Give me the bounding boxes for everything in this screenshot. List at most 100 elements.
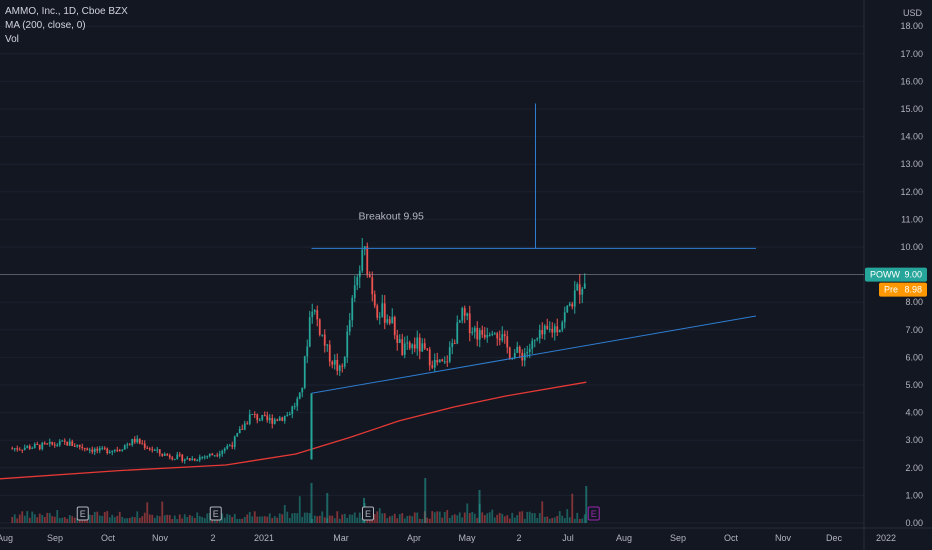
legend-symbol[interactable]: AMMO, Inc., 1D, Cboe BZX — [5, 6, 128, 17]
candle-body — [46, 443, 49, 445]
candle-body — [51, 441, 54, 445]
support-trendline[interactable] — [311, 315, 757, 394]
candle-body — [48, 441, 51, 444]
volume-bar — [428, 518, 431, 523]
volume-bar — [251, 516, 254, 523]
candle-body — [261, 414, 264, 420]
candle-body — [296, 398, 299, 407]
candle-body — [311, 311, 314, 318]
earnings-marker[interactable] — [209, 506, 222, 521]
time-axis-label: 2022 — [876, 533, 896, 543]
candle-body — [78, 444, 81, 447]
candle-body — [483, 334, 486, 338]
candle-body — [481, 330, 484, 335]
volume-bar — [151, 514, 154, 523]
candle-body — [406, 342, 409, 344]
candle-body — [501, 334, 504, 341]
volume-bar — [186, 517, 189, 523]
legend-ma[interactable]: MA (200, close, 0) — [5, 20, 86, 31]
candle-body — [423, 343, 426, 349]
candle-body — [368, 274, 371, 278]
volume-bar — [126, 518, 129, 523]
price-axis-label: 4.00 — [905, 408, 923, 418]
volume-bar — [158, 516, 161, 523]
volume-bar — [138, 517, 141, 523]
candle-body — [381, 303, 384, 317]
candle-body — [278, 417, 281, 421]
volume-bar — [161, 501, 164, 523]
price-axis-label: 17.00 — [900, 49, 923, 59]
candle-body — [213, 455, 216, 457]
time-axis-label: Aug — [616, 533, 632, 543]
candle-body — [153, 449, 156, 451]
candle-body — [541, 330, 544, 335]
candle-body — [263, 414, 266, 416]
candle-body — [216, 455, 219, 457]
candle-body — [111, 450, 114, 453]
candle-body — [88, 449, 91, 451]
candle-body — [353, 285, 356, 298]
earnings-marker-label: E — [213, 509, 219, 519]
volume-bar — [193, 518, 196, 523]
volume-bar — [48, 513, 51, 523]
volume-bar — [296, 513, 299, 523]
candle-body — [133, 438, 136, 443]
price-axis-label: 15.00 — [900, 104, 923, 114]
candle-body — [361, 249, 364, 271]
volume-bar — [473, 513, 476, 523]
volume-bar — [561, 515, 564, 523]
candle-body — [73, 445, 76, 447]
candle-body — [316, 310, 319, 320]
candle-body — [528, 348, 531, 353]
volume-bar — [226, 513, 229, 523]
candle-body — [131, 438, 134, 445]
volume-bar — [563, 518, 566, 523]
earnings-marker[interactable] — [76, 506, 89, 521]
legend-volume[interactable]: Vol — [5, 34, 19, 45]
candle-body — [103, 447, 106, 449]
volume-bar — [558, 511, 561, 523]
volume-bar — [43, 516, 46, 523]
volume-bar — [278, 513, 281, 523]
time-axis-label: Oct — [724, 533, 739, 543]
volume-bar — [28, 517, 31, 523]
candle-body — [468, 313, 471, 334]
candle-body — [411, 344, 414, 349]
price-axis-label: 11.00 — [901, 214, 923, 224]
candle-body — [301, 387, 304, 393]
candle-body — [576, 284, 579, 291]
candle-body — [181, 454, 184, 461]
earnings-marker[interactable] — [587, 506, 600, 521]
volume-bar — [143, 512, 146, 523]
volume-bar — [578, 518, 581, 523]
volume-bar — [523, 518, 526, 523]
time-axis-label: 2 — [516, 533, 521, 543]
volume-bar — [246, 514, 249, 523]
candle-body — [373, 294, 376, 306]
volume-bar — [331, 515, 334, 523]
volume-bar — [301, 516, 304, 523]
candle-body — [288, 414, 291, 416]
candle-body — [563, 312, 566, 323]
volume-bar — [476, 517, 479, 523]
volume-bar — [488, 512, 491, 523]
earnings-marker[interactable] — [362, 506, 374, 521]
candle-body — [561, 322, 564, 330]
earnings-marker-label: E — [80, 509, 86, 519]
price-axis-label: 13.00 — [900, 159, 923, 169]
volume-bar — [243, 516, 246, 523]
candle-body — [268, 417, 271, 421]
volume-bar — [568, 517, 571, 523]
volume-bar — [116, 515, 119, 523]
candle-body — [538, 330, 541, 339]
volume-bar — [13, 514, 16, 523]
volume-bar — [521, 511, 524, 523]
volume-bar — [436, 511, 439, 523]
volume-spike — [478, 490, 481, 523]
candle-body — [556, 326, 559, 333]
candle-body — [31, 447, 34, 449]
candle-body — [226, 445, 229, 449]
price-axis-label: 18.00 — [900, 21, 923, 31]
volume-bar — [223, 517, 226, 523]
